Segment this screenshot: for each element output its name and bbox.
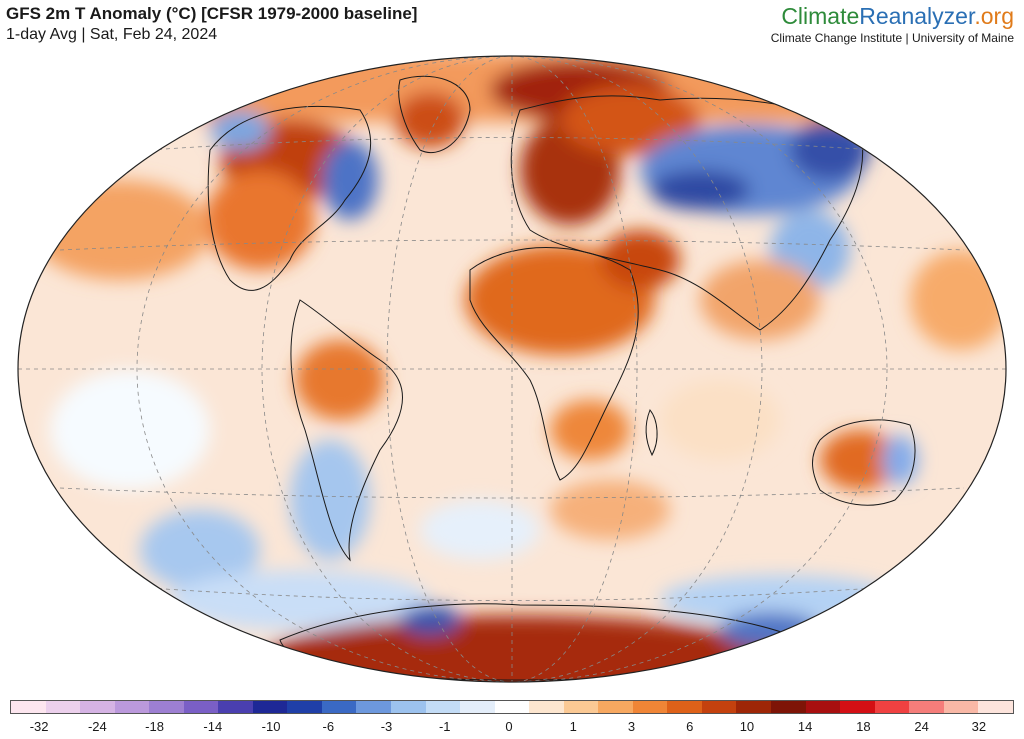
legend-tick-label: 10: [739, 719, 755, 734]
legend-tick-label: 32: [971, 719, 987, 734]
brand-logo[interactable]: ClimateReanalyzer.org: [771, 2, 1014, 30]
page-subtitle: 1-day Avg | Sat, Feb 24, 2024: [6, 26, 218, 43]
legend-swatch: [771, 701, 806, 713]
legend-swatch: [909, 701, 944, 713]
coastlines: [207, 75, 916, 681]
legend-swatch: [425, 701, 461, 713]
legend-tick-label: 0: [505, 719, 513, 734]
legend-swatch: [978, 701, 1013, 713]
legend-swatch: [321, 701, 357, 713]
legend-swatch: [805, 701, 841, 713]
color-legend-labels: -32 -24 -18 -14 -10 -6 -3 -1 0 1 3 6 10 14 18 24 32: [10, 719, 1014, 735]
brand-logo-org: .org: [974, 3, 1014, 29]
legend-tick-label: -1: [438, 719, 451, 734]
legend-swatch: [840, 701, 875, 713]
legend-swatch: [529, 701, 564, 713]
legend-swatch: [563, 701, 599, 713]
brand-block[interactable]: ClimateReanalyzer.org Climate Change Ins…: [771, 2, 1014, 45]
legend-swatch: [80, 701, 115, 713]
legend-swatch: [494, 701, 530, 713]
legend-tick-label: -14: [203, 719, 223, 734]
legend-swatch: [356, 701, 392, 713]
legend-tick-label: 6: [686, 719, 694, 734]
legend-swatch: [45, 701, 81, 713]
legend-tick-label: -3: [380, 719, 393, 734]
globe-outline: [17, 55, 1007, 683]
legend-tick-label: -18: [145, 719, 164, 734]
legend-swatch: [11, 701, 46, 713]
anomaly-field: [18, 56, 1006, 682]
legend-swatch: [460, 701, 495, 713]
page-title: GFS 2m T Anomaly (°C) [CFSR 1979-2000 ba…: [6, 4, 418, 23]
legend-tick-label: 1: [569, 719, 577, 734]
legend-swatch: [598, 701, 633, 713]
legend-tick-label: 24: [914, 719, 929, 734]
legend-tick-label: -24: [87, 719, 107, 734]
legend-tick-label: 18: [856, 719, 871, 734]
legend-swatch: [701, 701, 737, 713]
legend-swatch: [874, 701, 910, 713]
legend-swatch: [149, 701, 184, 713]
legend-swatch: [218, 701, 253, 713]
temperature-anomaly-map: [17, 55, 1007, 683]
legend-swatch: [252, 701, 288, 713]
brand-tagline: Climate Change Institute | University of…: [770, 31, 1014, 45]
legend-swatch: [114, 701, 150, 713]
legend-swatch: [943, 701, 979, 713]
legend-tick-label: 3: [627, 719, 636, 734]
brand-logo-climate: Climate: [781, 3, 860, 29]
legend-swatch: [183, 701, 219, 713]
legend-swatch: [667, 701, 702, 713]
color-legend-bar: [10, 700, 1014, 714]
legend-tick-label: -32: [29, 719, 49, 734]
legend-swatch: [736, 701, 772, 713]
legend-tick-label: -6: [322, 719, 335, 734]
graticule: [18, 56, 1006, 682]
legend-tick-label: -10: [261, 719, 281, 734]
brand-logo-reanalyzer: Reanalyzer: [859, 3, 975, 29]
legend-swatch: [632, 701, 668, 713]
legend-swatch: [391, 701, 426, 713]
legend-tick-label: 14: [797, 719, 813, 734]
legend-swatch: [287, 701, 322, 713]
